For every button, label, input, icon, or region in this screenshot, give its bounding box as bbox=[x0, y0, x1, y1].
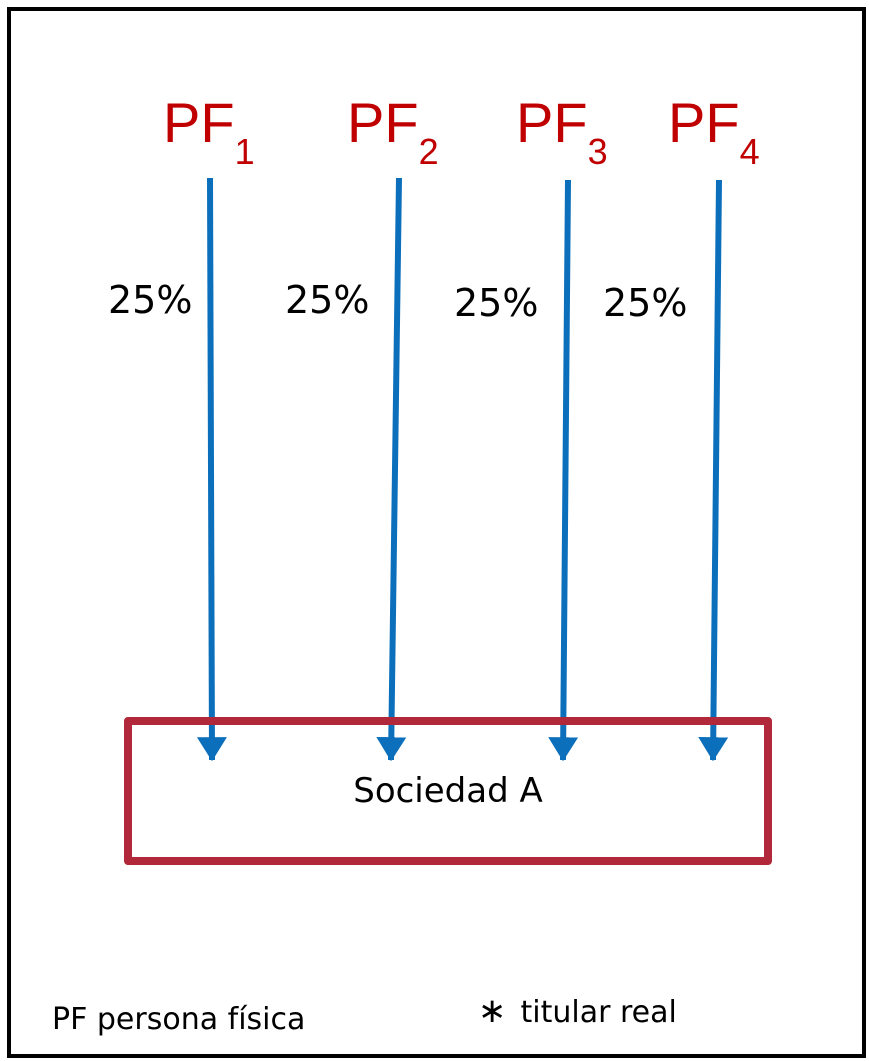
share-label-pf1: 25% bbox=[108, 278, 193, 322]
share-label-pf4: 25% bbox=[603, 281, 688, 325]
ownership-arrow-2 bbox=[376, 177, 407, 762]
entity-box: Sociedad A bbox=[124, 717, 772, 865]
ownership-arrow-4 bbox=[698, 179, 729, 762]
ownership-arrow-1 bbox=[196, 177, 227, 762]
star-icon: ∗ bbox=[478, 991, 507, 1031]
owner-prefix: PF bbox=[516, 91, 588, 154]
owner-label-pf4: PF4 bbox=[668, 95, 760, 170]
owner-index: 1 bbox=[234, 131, 255, 172]
owner-prefix: PF bbox=[668, 91, 740, 154]
owner-label-pf1: PF1 bbox=[163, 95, 255, 170]
owner-label-pf3: PF3 bbox=[516, 95, 608, 170]
owner-label-pf2: PF2 bbox=[347, 95, 439, 170]
owner-index: 4 bbox=[739, 131, 760, 172]
share-label-pf3: 25% bbox=[454, 281, 539, 325]
owner-index: 2 bbox=[418, 131, 439, 172]
entity-label: Sociedad A bbox=[353, 771, 543, 811]
share-label-pf2: 25% bbox=[285, 278, 370, 322]
owner-index: 3 bbox=[587, 131, 608, 172]
ownership-arrow-3 bbox=[548, 179, 579, 762]
legend-pf-definition: PF persona física bbox=[52, 1002, 306, 1037]
owner-prefix: PF bbox=[163, 91, 235, 154]
owner-prefix: PF bbox=[347, 91, 419, 154]
diagram-frame bbox=[7, 7, 866, 1058]
legend-star-text: titular real bbox=[520, 995, 677, 1030]
legend-beneficial-owner: ∗ titular real bbox=[478, 991, 677, 1031]
